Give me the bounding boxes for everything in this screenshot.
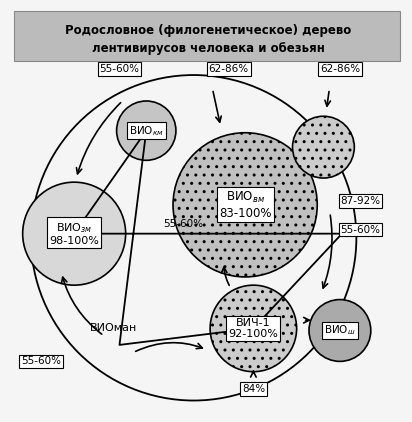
Text: 87-92%: 87-92%	[340, 196, 381, 206]
Text: 84%: 84%	[242, 384, 265, 394]
Text: 62-86%: 62-86%	[208, 64, 249, 74]
Text: ВИО$_{км}$: ВИО$_{км}$	[129, 124, 164, 138]
Text: ВИО$_{зм}$
98-100%: ВИО$_{зм}$ 98-100%	[49, 221, 99, 246]
Text: 62-86%: 62-86%	[320, 64, 360, 74]
Circle shape	[210, 285, 297, 372]
Text: 55-60%: 55-60%	[99, 64, 140, 74]
Text: ВИО$_{ш}$: ВИО$_{ш}$	[324, 324, 356, 337]
Circle shape	[309, 300, 371, 361]
Text: Родословное (филогенетическое) дерево: Родословное (филогенетическое) дерево	[65, 24, 351, 38]
Text: лентивирусов человека и обезьян: лентивирусов человека и обезьян	[91, 42, 325, 55]
Text: ВИОман: ВИОман	[90, 323, 137, 333]
Circle shape	[173, 133, 317, 277]
Text: ВИО$_{вм}$
83-100%: ВИО$_{вм}$ 83-100%	[219, 190, 272, 220]
Circle shape	[117, 101, 176, 160]
Text: 55-60%: 55-60%	[163, 219, 204, 229]
Circle shape	[293, 116, 354, 178]
FancyBboxPatch shape	[14, 11, 400, 61]
Text: ВИЧ-1
92-100%: ВИЧ-1 92-100%	[228, 318, 279, 339]
Circle shape	[23, 182, 126, 285]
Text: 55-60%: 55-60%	[21, 357, 61, 366]
Text: 55-60%: 55-60%	[340, 225, 381, 235]
